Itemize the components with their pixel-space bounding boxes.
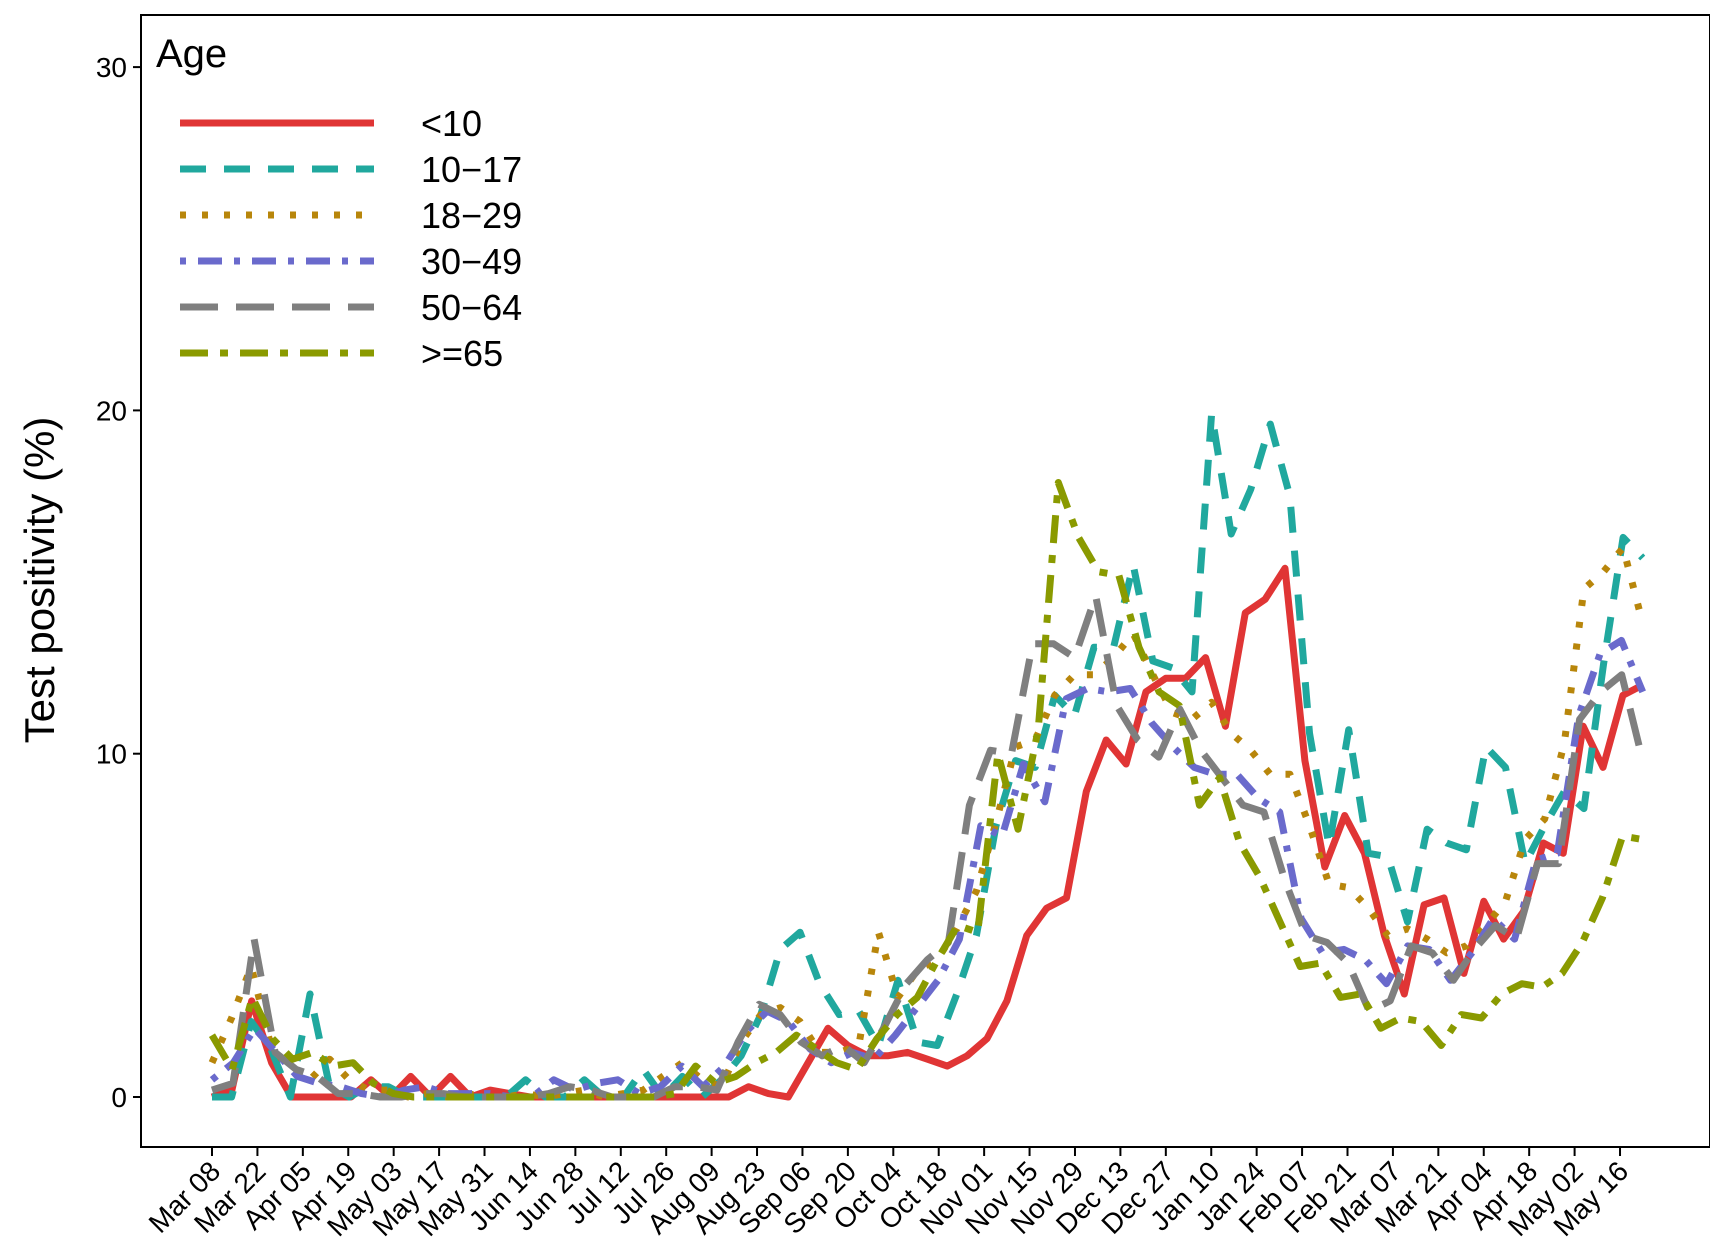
- legend-label-0: <10: [421, 103, 482, 144]
- series-line-0: [210, 564, 1645, 1101]
- series-line-1: [212, 410, 1646, 1101]
- legend-label-1: 10−17: [421, 149, 522, 190]
- series-lines: [208, 410, 1647, 1101]
- y-axis-title: Test positivity (%): [16, 417, 63, 744]
- legend: Age <10 10−17 18−29 30−49 50−64 >=65: [156, 32, 522, 374]
- y-tick-label: 20: [96, 395, 127, 426]
- legend-label-4: 50−64: [421, 287, 522, 328]
- plot-panel: [140, 14, 1710, 1148]
- legend-label-5: >=65: [421, 333, 503, 374]
- series-line-5: [208, 479, 1644, 1101]
- y-tick-label: 10: [96, 739, 127, 770]
- y-tick-label: 0: [111, 1082, 127, 1113]
- legend-title: Age: [156, 32, 227, 76]
- legend-items: <10 10−17 18−29 30−49 50−64 >=65: [180, 103, 522, 374]
- y-tick-label: 30: [96, 52, 127, 83]
- y-axis: 0 10 20 30: [96, 52, 141, 1113]
- legend-label-3: 30−49: [421, 241, 522, 282]
- legend-label-2: 18−29: [421, 195, 522, 236]
